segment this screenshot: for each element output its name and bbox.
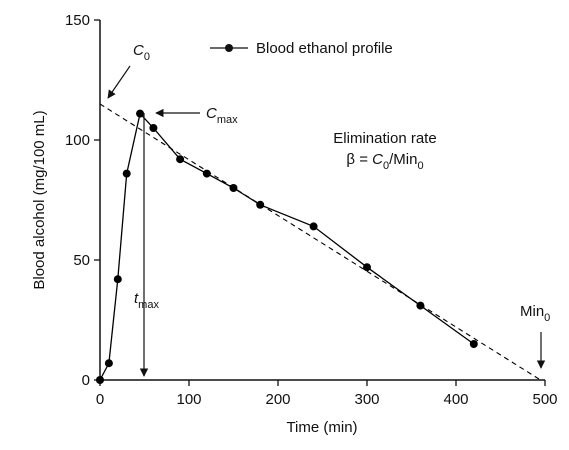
elimination-rate-formula: β = C0/Min0	[346, 151, 423, 172]
x-axis-title: Time (min)	[286, 419, 357, 436]
legend-marker	[225, 44, 233, 52]
x-ticks: 0 100 200 300 400 500	[96, 380, 558, 408]
data-point	[136, 109, 145, 118]
x-tick-label: 300	[354, 391, 379, 408]
formula-c: C	[372, 151, 383, 168]
min0-label-main: Min	[520, 303, 544, 320]
cmax-label-main: C	[206, 105, 217, 122]
formula-min-sub: 0	[417, 160, 423, 172]
data-point	[363, 263, 371, 272]
data-point	[149, 124, 158, 132]
elimination-rate-title: Elimination rate	[333, 130, 436, 147]
x-tick-label: 500	[532, 391, 557, 408]
min0-label: Min0	[520, 303, 550, 324]
y-tick-label: 100	[65, 132, 90, 149]
y-tick-label: 50	[73, 252, 90, 269]
cmax-label-sub: max	[217, 114, 238, 126]
min0-label-sub: 0	[544, 312, 550, 324]
legend: Blood ethanol profile	[210, 40, 393, 57]
data-point	[96, 376, 104, 384]
c0-arrow	[107, 65, 131, 99]
data-point	[113, 275, 122, 284]
data-point	[416, 301, 425, 310]
data-point	[202, 169, 211, 178]
data-point	[309, 222, 318, 231]
y-tick-label: 150	[65, 12, 90, 29]
tmax-label-main: t	[134, 290, 139, 307]
legend-label: Blood ethanol profile	[256, 40, 393, 57]
data-point	[176, 155, 185, 164]
data-point	[469, 340, 478, 348]
formula-slash-min: /Min	[389, 151, 417, 168]
formula-beta: β =	[346, 151, 372, 168]
formula-c-sub: 0	[383, 160, 389, 172]
x-tick-label: 0	[96, 391, 104, 408]
y-tick-label: 0	[82, 372, 90, 389]
cmax-label: Cmax	[206, 105, 238, 126]
data-point	[122, 169, 131, 178]
c0-label: C0	[133, 42, 150, 63]
series-layer	[96, 103, 541, 384]
tmax-label: tmax	[134, 290, 159, 311]
c0-label-sub: 0	[144, 51, 150, 63]
tmax-label-sub: max	[138, 299, 159, 311]
y-ticks: 0 50 100 150	[65, 12, 100, 389]
ethanol-profile-line	[99, 112, 475, 381]
x-tick-label: 400	[443, 391, 468, 408]
x-tick-label: 100	[176, 391, 201, 408]
c0-label-main: C	[133, 42, 144, 59]
data-point	[104, 359, 113, 368]
y-axis-title: Blood alcohol (mg/100 mL)	[31, 110, 48, 289]
elimination-trend-line	[99, 103, 541, 381]
x-tick-label: 200	[265, 391, 290, 408]
